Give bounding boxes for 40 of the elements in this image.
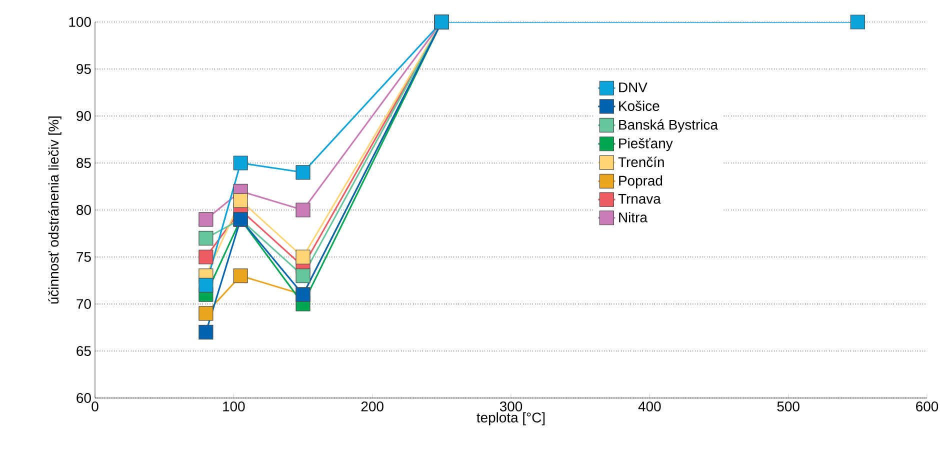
y-axis-title: účinnosť odstránenia liečiv [%] <box>48 116 62 304</box>
point <box>198 306 214 321</box>
point <box>233 156 248 170</box>
point <box>198 324 214 340</box>
point <box>296 268 310 284</box>
x-tick-label: 600 <box>916 402 938 412</box>
x-tick-label: 0 <box>92 402 98 412</box>
x-tick-label: 500 <box>777 402 800 412</box>
y-tick-label: 60 <box>76 393 91 403</box>
legend-label: DNV <box>619 82 648 92</box>
legend-label: Poprad <box>619 175 662 188</box>
x-tick-label: 300 <box>500 402 522 412</box>
y-tick-label: 95 <box>76 64 91 74</box>
point <box>198 230 214 246</box>
point <box>850 14 865 30</box>
point <box>233 268 248 284</box>
x-tick-label: 400 <box>638 402 661 412</box>
y-tick-label: 75 <box>76 252 91 262</box>
point <box>233 193 248 208</box>
legend-label: Banská Bystrica <box>619 119 718 132</box>
point <box>198 212 214 227</box>
point <box>296 165 310 180</box>
point <box>296 250 310 264</box>
legend-label: Nitra <box>619 212 648 222</box>
x-axis-title: teplota [°C] <box>476 412 545 426</box>
legend-label: Trnava <box>618 194 661 204</box>
point <box>198 250 214 264</box>
legend-label: Košice <box>619 100 660 111</box>
x-tick-label: 100 <box>223 402 245 412</box>
x-tick-label: 200 <box>361 402 384 412</box>
y-tick-label: 65 <box>76 346 91 356</box>
y-tick-label: 100 <box>69 17 91 27</box>
y-tick-label: 90 <box>76 111 91 121</box>
point <box>198 278 214 292</box>
y-tick-label: 70 <box>76 299 91 309</box>
legend-label: Trenčín <box>618 156 664 168</box>
y-tick-label: 85 <box>76 158 91 168</box>
point <box>296 202 310 218</box>
y-tick-label: 80 <box>76 205 91 215</box>
legend-label: Piešťany <box>619 138 673 152</box>
